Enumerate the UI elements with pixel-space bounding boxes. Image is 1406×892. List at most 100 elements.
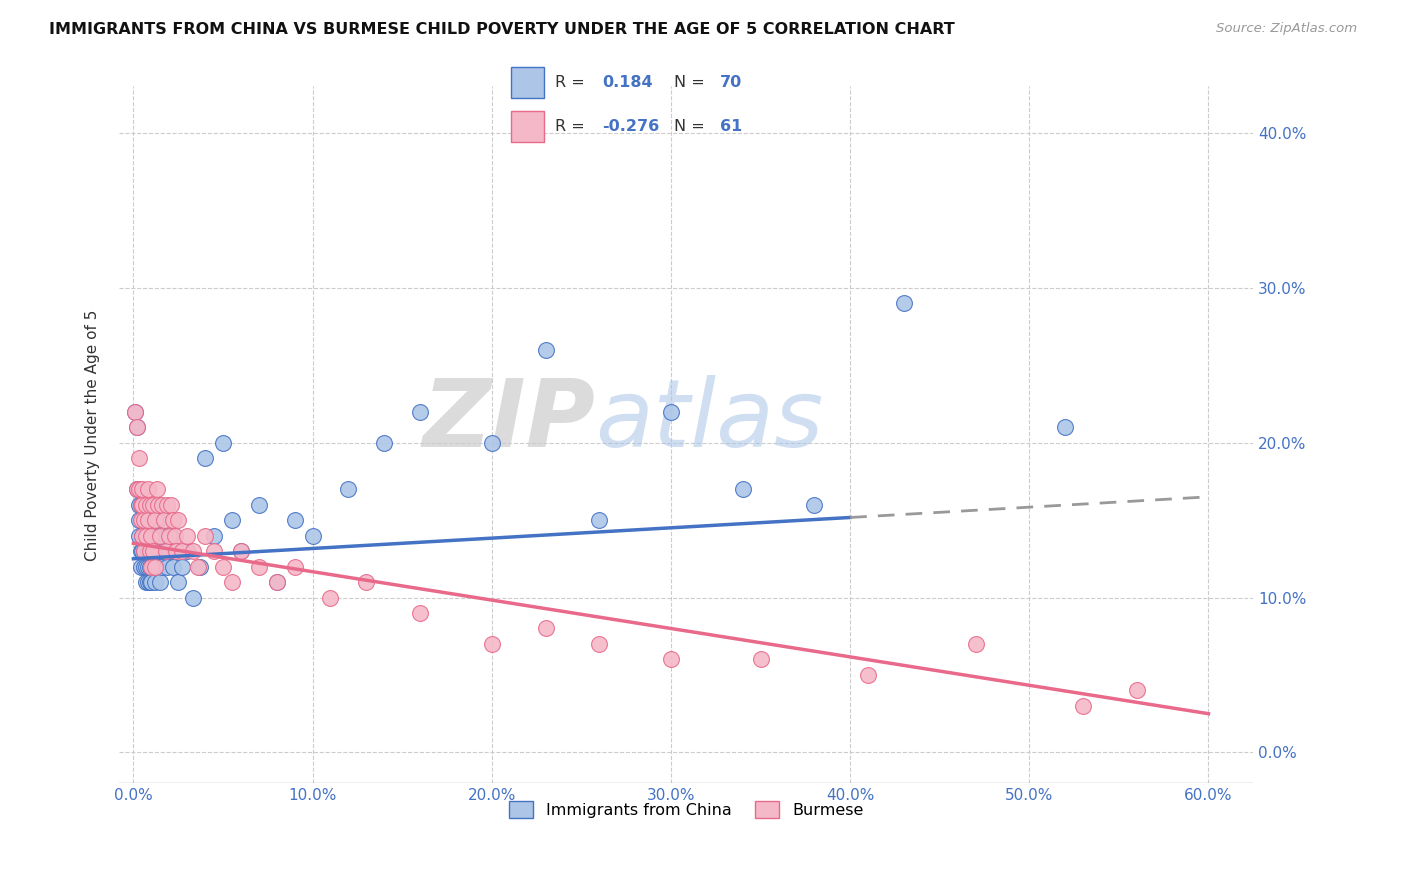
Point [202, 528, 225, 542]
Point [194, 451, 217, 466]
Point [145, 528, 167, 542]
Point [136, 544, 159, 558]
Point [141, 544, 163, 558]
Point [136, 513, 159, 527]
Point [135, 574, 157, 589]
Point [481, 637, 503, 651]
Point [134, 513, 156, 527]
Point [170, 559, 193, 574]
Point [128, 482, 150, 496]
Point [138, 544, 160, 558]
Point [588, 513, 610, 527]
Point [167, 513, 190, 527]
Point [143, 574, 166, 589]
Point [149, 544, 172, 558]
Point [170, 544, 193, 558]
Point [856, 668, 879, 682]
Point [128, 498, 150, 512]
Point [212, 435, 235, 450]
Point [749, 652, 772, 666]
Point [128, 451, 150, 466]
Point [247, 559, 270, 574]
Point [134, 544, 156, 558]
Point [301, 528, 323, 542]
Text: Source: ZipAtlas.com: Source: ZipAtlas.com [1216, 22, 1357, 36]
Point [143, 559, 166, 574]
Point [157, 528, 180, 542]
Point [149, 528, 172, 542]
Point [156, 559, 179, 574]
Text: R =: R = [555, 75, 591, 90]
Point [409, 606, 432, 620]
Point [129, 498, 152, 512]
Text: N =: N = [675, 75, 710, 90]
Point [247, 498, 270, 512]
Point [125, 482, 148, 496]
Point [150, 559, 173, 574]
Point [125, 420, 148, 434]
Point [659, 404, 682, 418]
Point [181, 544, 204, 558]
Point [229, 544, 252, 558]
Point [135, 559, 157, 574]
Point [141, 574, 163, 589]
Point [160, 528, 183, 542]
Text: R =: R = [555, 120, 591, 135]
Point [373, 435, 395, 450]
Text: 70: 70 [720, 75, 742, 90]
Point [145, 482, 167, 496]
Point [135, 528, 157, 542]
Legend: Immigrants from China, Burmese: Immigrants from China, Burmese [502, 795, 870, 824]
Point [135, 528, 157, 542]
Point [138, 544, 160, 558]
Point [731, 482, 754, 496]
Point [266, 574, 288, 589]
Point [134, 528, 156, 542]
Point [129, 498, 152, 512]
Point [160, 498, 183, 512]
Point [136, 574, 159, 589]
Point [136, 559, 159, 574]
Point [128, 513, 150, 527]
Point [143, 544, 166, 558]
Point [156, 498, 179, 512]
FancyBboxPatch shape [512, 68, 544, 98]
Point [142, 544, 165, 558]
Point [138, 574, 160, 589]
Point [131, 482, 153, 496]
Point [194, 528, 217, 542]
Point [1126, 683, 1149, 698]
Point [155, 544, 177, 558]
Text: 0.184: 0.184 [602, 75, 652, 90]
Point [188, 559, 211, 574]
Point [124, 404, 146, 418]
Point [181, 591, 204, 605]
Point [131, 544, 153, 558]
Point [141, 559, 163, 574]
Point [128, 528, 150, 542]
Text: ZIP: ZIP [423, 375, 595, 467]
Point [138, 498, 160, 512]
Point [284, 513, 307, 527]
FancyBboxPatch shape [512, 112, 544, 142]
Point [202, 544, 225, 558]
Point [409, 404, 432, 418]
Point [131, 513, 153, 527]
Point [138, 559, 160, 574]
Point [145, 559, 167, 574]
Point [142, 544, 165, 558]
Point [221, 574, 243, 589]
Point [965, 637, 987, 651]
Point [356, 574, 378, 589]
Point [131, 498, 153, 512]
Point [1071, 698, 1094, 713]
Point [229, 544, 252, 558]
Point [141, 528, 163, 542]
Point [176, 528, 198, 542]
Point [150, 498, 173, 512]
Point [534, 622, 557, 636]
Point [136, 482, 159, 496]
Point [125, 482, 148, 496]
Point [148, 498, 170, 512]
Point [153, 513, 176, 527]
